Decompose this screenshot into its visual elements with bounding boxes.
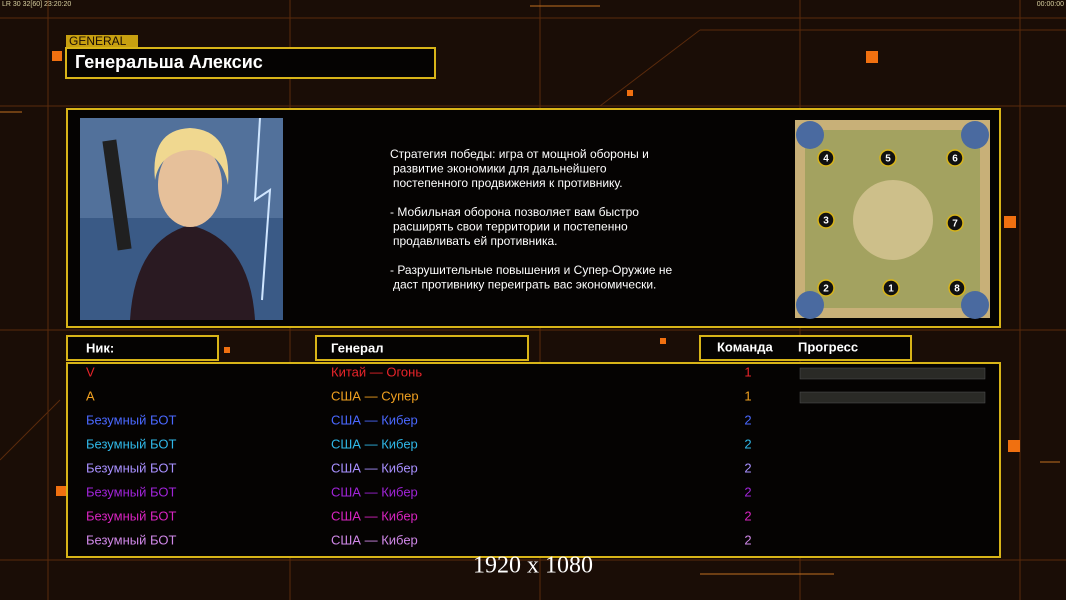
player-team: 2 — [744, 532, 751, 547]
description-line: Стратегия победы: игра от мощной обороны… — [390, 147, 649, 161]
description-line: постепенного продвижения к противнику. — [393, 176, 623, 190]
description-line: даст противнику переиграть вас экономиче… — [393, 278, 656, 292]
player-name: V — [86, 364, 95, 379]
player-general: США — Кибер — [331, 508, 418, 523]
player-general: Китай — Огонь — [331, 364, 422, 379]
slot-number: 4 — [823, 154, 829, 165]
slot-marker — [946, 214, 964, 232]
player-team: 2 — [744, 412, 751, 427]
general-tag: GENERAL — [69, 34, 127, 48]
slot-marker — [948, 279, 966, 297]
column-header: Ник: — [86, 340, 114, 355]
slot-number: 2 — [823, 284, 829, 295]
player-name: A — [86, 388, 95, 403]
player-team: 1 — [744, 364, 751, 379]
player-general: США — Кибер — [331, 412, 418, 427]
player-team: 1 — [744, 388, 751, 403]
player-name: Безумный БОТ — [86, 532, 176, 547]
player-team: 2 — [744, 436, 751, 451]
hud-stats: LR 30 32[60] 23:20:20 — [2, 1, 71, 8]
description-line: продавливать ей противника. — [393, 234, 558, 248]
portrait — [80, 117, 283, 320]
player-general: США — Кибер — [331, 484, 418, 499]
slot-marker — [817, 211, 835, 229]
title-box — [65, 47, 436, 79]
column-header: Прогресс — [798, 339, 858, 354]
slot-number: 7 — [952, 219, 958, 230]
resolution-label: 1920 x 1080 — [473, 553, 593, 579]
nick-header-box — [66, 335, 219, 361]
slot-number: 6 — [952, 154, 958, 165]
description-line: расширять свои территории и постепенно — [393, 220, 628, 234]
description-line: развитие экономики для дальнейшего — [393, 162, 607, 176]
slot-marker — [882, 279, 900, 297]
slot-marker — [817, 279, 835, 297]
slot-number: 1 — [888, 284, 894, 295]
player-general: США — Супер — [331, 388, 419, 403]
slot-number: 5 — [885, 154, 891, 165]
strategy-description: Стратегия победы: игра от мощной обороны… — [390, 147, 673, 292]
slot-marker — [879, 149, 897, 167]
slot-marker — [817, 149, 835, 167]
player-name: Безумный БОТ — [86, 484, 176, 499]
description-line: - Разрушительные повышения и Супер-Оружи… — [390, 263, 673, 277]
player-name: Безумный БОТ — [86, 436, 176, 451]
player-team: 2 — [744, 508, 751, 523]
map-slots: 4 5 6 3 7 2 1 8 — [817, 149, 966, 297]
player-general: США — Кибер — [331, 460, 418, 475]
player-team: 2 — [744, 460, 751, 475]
player-name: Безумный БОТ — [86, 460, 176, 475]
column-header: Генерал — [331, 340, 383, 355]
player-rows: V Китай — Огонь 1 A США — Супер 1 Безумный БОТ… — [86, 364, 986, 547]
slot-number: 3 — [823, 216, 829, 227]
progress-bar — [799, 367, 986, 380]
hud-timer: 00:00:00 — [1037, 1, 1064, 8]
slot-marker — [946, 149, 964, 167]
general-header-box — [315, 335, 529, 361]
description-line: - Мобильная оборона позволяет вам быстро — [390, 205, 639, 219]
general-name: Генеральша Алексис — [75, 52, 263, 72]
player-general: США — Кибер — [331, 436, 418, 451]
player-name: Безумный БОТ — [86, 412, 176, 427]
progress-bar — [799, 391, 986, 404]
slot-number: 8 — [954, 284, 960, 295]
team-header-box — [699, 335, 912, 361]
general-tag-box — [66, 35, 138, 48]
column-header: Команда — [717, 339, 773, 354]
player-team: 2 — [744, 484, 751, 499]
player-general: США — Кибер — [331, 532, 418, 547]
player-name: Безумный БОТ — [86, 508, 176, 523]
